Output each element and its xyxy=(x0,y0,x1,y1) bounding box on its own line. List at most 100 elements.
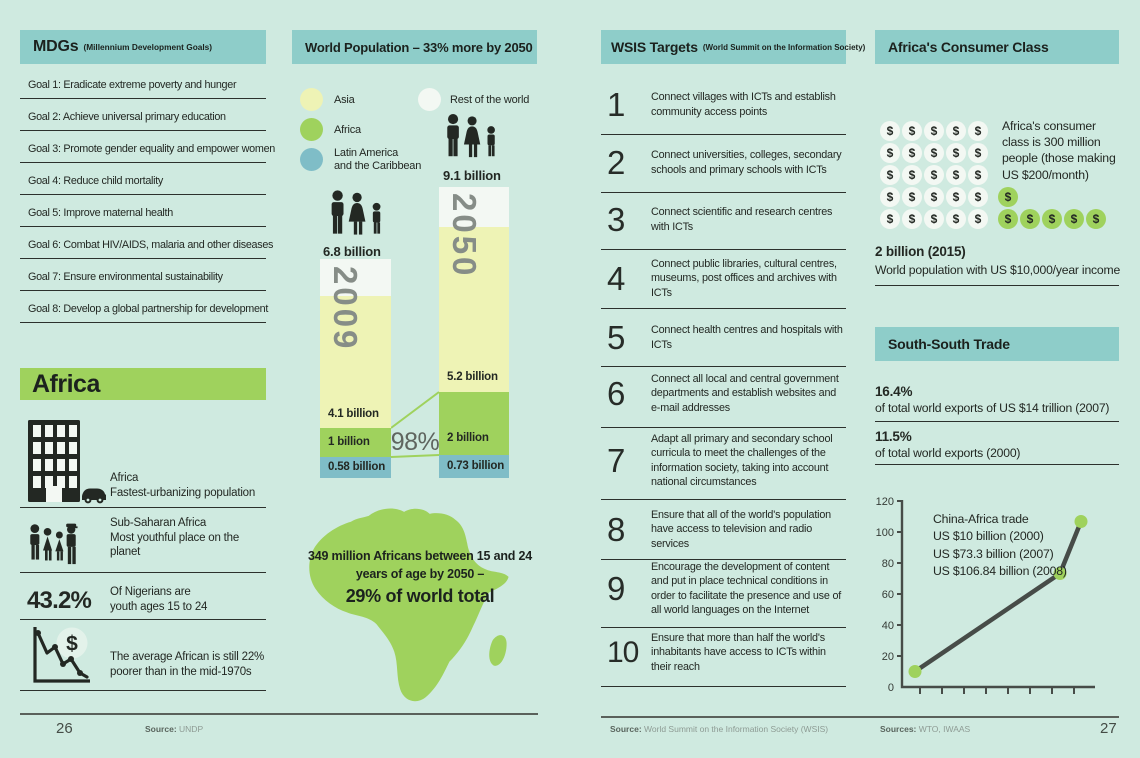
africa-growth-label: 98% xyxy=(390,428,440,456)
wsis-text: Connect public libraries, cultural centr… xyxy=(651,258,837,299)
mdg-goal-3: Goal 3: Promote gender equality and empo… xyxy=(20,132,275,163)
segment-latam-2009: 0.58 billion xyxy=(320,457,391,478)
declining-income-icon: $ xyxy=(33,627,90,683)
dollar-circle: $ xyxy=(924,121,944,141)
page-number-left: 26 xyxy=(56,720,73,737)
consumer-title: Africa's Consumer Class xyxy=(888,39,1049,55)
dollar-circle: $ xyxy=(968,187,988,207)
wsis-number: 3 xyxy=(607,200,626,238)
legend-dot-asia xyxy=(300,88,323,111)
divider xyxy=(20,690,266,691)
mdgs-subtitle: (Millennium Development Goals) xyxy=(83,42,213,52)
trade-header: South-South Trade xyxy=(875,327,1119,361)
family-icon-2050 xyxy=(447,113,495,158)
stacked-bar-2050: 5.2 billion 2 billion 0.73 billion xyxy=(439,187,509,478)
wsis-text: Connect universities, colleges, secondar… xyxy=(651,149,842,176)
stat-nigeria-value: 43.2% xyxy=(27,587,92,614)
wsis-number: 5 xyxy=(607,318,626,356)
segment-rest-2009 xyxy=(320,259,391,296)
wsis-item-8: 8 Ensure that all of the world's populat… xyxy=(601,506,846,560)
ytick-20: 20 xyxy=(882,651,894,663)
family-icon-2009 xyxy=(331,190,381,235)
wsis-number: 10 xyxy=(607,635,639,669)
car-icon xyxy=(82,488,106,504)
wsis-text: Connect scientific and research centres … xyxy=(651,206,833,233)
divider xyxy=(875,285,1119,286)
mdg-goal-4: Goal 4: Reduce child mortality xyxy=(20,164,266,195)
wsis-subtitle: (World Summit on the Information Society… xyxy=(702,42,866,52)
trade-data-points xyxy=(908,515,1088,678)
dollar-circle: $ xyxy=(946,165,966,185)
wsis-item-9: 9 Encourage the development of content a… xyxy=(601,556,846,628)
ytick-120: 120 xyxy=(876,496,894,508)
dollar-circle: $ xyxy=(924,187,944,207)
wsis-text: Connect all local and central government… xyxy=(651,373,839,414)
dollar-circle: $ xyxy=(902,121,922,141)
year-label-2009: 2009 xyxy=(327,266,364,352)
china-africa-trade-chart: 0 20 40 60 80 100 120 xyxy=(876,496,1095,694)
trade-stat1-value: 16.4% xyxy=(875,384,913,399)
wsis-item-1: 1 Connect villages with ICTs and establi… xyxy=(601,81,846,135)
segment-rest-2050 xyxy=(439,187,509,227)
dollar-glyph: $ xyxy=(66,633,78,656)
label-asia-2009: 4.1 billion xyxy=(328,408,379,420)
source-value: World Summit on the Information Society … xyxy=(644,724,829,734)
page-number-right: 27 xyxy=(1100,720,1117,737)
legend-label-asia: Asia xyxy=(334,94,355,106)
source-undp: Source: UNDP xyxy=(145,724,203,734)
dollar-circle: $ xyxy=(880,143,900,163)
dollar-circle: $ xyxy=(946,209,966,229)
source-value: UNDP xyxy=(179,724,204,734)
wsis-number: 6 xyxy=(607,374,626,412)
ytick-60: 60 xyxy=(882,589,894,601)
dollar-pictogram-grid: $ $ $ $ $ $ $ $ $ $ $ $ $ $ $ $ $ $ $ $ $ $ $ $ $ $ $ $ $ $ $ xyxy=(880,121,1106,231)
dollar-circle-green: $ xyxy=(998,209,1018,229)
wsis-item-10: 10 Ensure that more than half the world'… xyxy=(601,625,846,687)
wsis-text: Ensure that more than half the world's i… xyxy=(651,632,826,673)
wsis-header: WSIS Targets (World Summit on the Inform… xyxy=(601,30,865,64)
legend-dot-africa xyxy=(300,118,323,141)
wsis-item-3: 3 Connect scientific and research centre… xyxy=(601,196,846,250)
dollar-circle: $ xyxy=(880,187,900,207)
segment-africa-2050: 2 billion xyxy=(439,392,509,455)
trade-stat2-value: 11.5% xyxy=(875,429,912,444)
label-latam-2050: 0.73 billion xyxy=(447,460,505,472)
ytick-0: 0 xyxy=(888,682,894,694)
legend-dot-latam xyxy=(300,148,323,171)
wsis-text: Adapt all primary and secondary school c… xyxy=(651,433,833,488)
dollar-circle-green: $ xyxy=(1042,209,1062,229)
mdg-goal-1: Goal 1: Eradicate extreme poverty and hu… xyxy=(20,68,266,99)
stat-urbanizing: Africa Fastest-urbanizing population xyxy=(110,472,256,499)
stacked-bar-2009: 4.1 billion 1 billion 0.58 billion xyxy=(320,259,391,478)
dollar-circle-green: $ xyxy=(998,187,1018,207)
divider xyxy=(20,572,266,573)
divider xyxy=(20,619,266,620)
dollar-circle: $ xyxy=(902,187,922,207)
segment-africa-2009: 1 billion xyxy=(320,428,391,457)
consumer-note: Africa's consumer class is 300 million p… xyxy=(1002,119,1116,182)
legend-label-latam: Latin America and the Caribbean xyxy=(334,147,422,173)
label-africa-2009: 1 billion xyxy=(328,436,370,448)
source-wto-iwaas: Sources: WTO, IWAAS xyxy=(880,724,970,734)
ytick-80: 80 xyxy=(882,558,894,570)
source-label: Source: xyxy=(145,724,177,734)
dollar-circle: $ xyxy=(902,209,922,229)
population-title: World Population – 33% more by 2050 xyxy=(305,39,533,55)
right-footer-line xyxy=(601,716,1119,719)
source-label: Source: xyxy=(610,724,642,734)
dollar-circle: $ xyxy=(902,143,922,163)
mdgs-header: MDGs (Millennium Development Goals) xyxy=(20,30,266,64)
wsis-number: 7 xyxy=(607,441,626,479)
ytick-100: 100 xyxy=(876,527,894,539)
dollar-circle: $ xyxy=(968,165,988,185)
wsis-item-7: 7 Adapt all primary and secondary school… xyxy=(601,428,846,500)
dollar-circle: $ xyxy=(968,121,988,141)
building-car-icon xyxy=(28,420,106,504)
stat-youthful: Sub-Saharan Africa Most youthful place o… xyxy=(110,517,240,559)
map-caption-line1: 349 million Africans between 15 and 24 xyxy=(308,549,532,563)
label-asia-2050: 5.2 billion xyxy=(447,371,498,383)
label-africa-2050: 2 billion xyxy=(447,432,489,444)
segment-asia-2050: 5.2 billion xyxy=(439,227,509,392)
legend-label-africa: Africa xyxy=(334,124,361,136)
trade-stat1-desc: of total world exports of US $14 trillio… xyxy=(875,401,1110,415)
